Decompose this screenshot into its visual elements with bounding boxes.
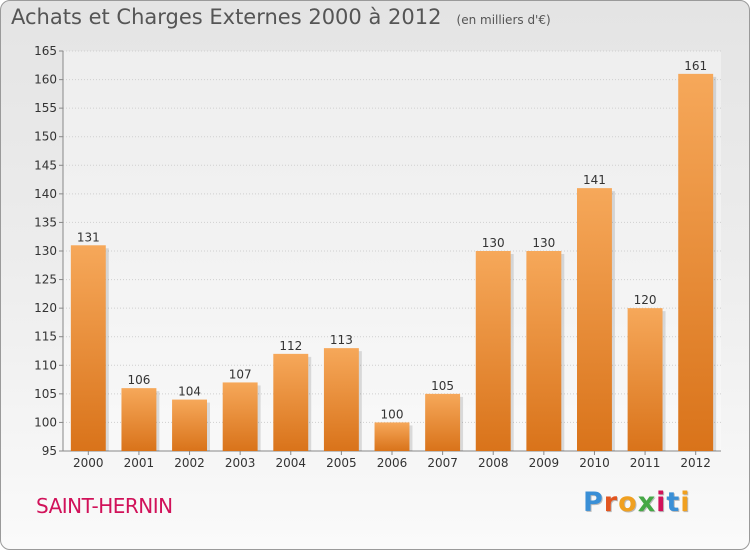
bar-group: [678, 73, 717, 451]
y-tick-label: 95: [42, 444, 57, 458]
y-tick-label: 165: [34, 44, 57, 58]
bar: [627, 308, 663, 451]
data-label: 141: [583, 173, 606, 187]
y-tick-label: 160: [34, 73, 57, 87]
data-label: 106: [127, 373, 150, 387]
x-tick-label: 2000: [73, 456, 104, 470]
bar: [576, 188, 612, 451]
bar-group: [222, 382, 261, 451]
data-label: 112: [279, 339, 302, 353]
bar-group: [172, 399, 211, 451]
y-tick-label: 150: [34, 130, 57, 144]
data-label: 113: [330, 333, 353, 347]
bar-group: [576, 188, 615, 451]
data-label: 100: [381, 407, 404, 421]
data-label: 131: [77, 230, 100, 244]
logo-letter: i: [656, 487, 667, 518]
bar-group: [273, 353, 312, 451]
bar: [475, 251, 511, 451]
unit-note: (en milliers d'€): [456, 13, 551, 27]
data-label: 105: [431, 379, 454, 393]
y-tick-label: 105: [34, 387, 57, 401]
bar: [222, 382, 258, 451]
bar: [678, 73, 714, 451]
y-tick-label: 115: [34, 330, 57, 344]
bar-group: [121, 388, 160, 451]
commune-name: SAINT-HERNIN: [36, 494, 173, 518]
bar-group: [627, 308, 666, 451]
bar: [526, 251, 562, 451]
y-tick-label: 155: [34, 101, 57, 115]
y-tick-label: 120: [34, 301, 57, 315]
x-tick-label: 2001: [124, 456, 155, 470]
data-label: 120: [634, 293, 657, 307]
chart-title: Achats et Charges Externes 2000 à 2012: [11, 5, 442, 29]
bar-group: [425, 393, 464, 451]
data-label: 130: [482, 236, 505, 250]
bar-group: [374, 422, 413, 451]
y-tick-label: 100: [34, 415, 57, 429]
bar: [121, 388, 157, 451]
data-label: 161: [684, 59, 707, 73]
y-tick-label: 125: [34, 273, 57, 287]
y-tick-label: 130: [34, 244, 57, 258]
bar-group: [526, 251, 565, 451]
bar: [172, 399, 208, 451]
data-label: 130: [532, 236, 555, 250]
y-tick-label: 110: [34, 358, 57, 372]
bar-group: [70, 245, 109, 451]
bar: [70, 245, 106, 451]
x-tick-label: 2004: [275, 456, 306, 470]
x-tick-label: 2005: [326, 456, 357, 470]
x-tick-label: 2011: [630, 456, 661, 470]
x-tick-label: 2009: [529, 456, 560, 470]
x-tick-label: 2008: [478, 456, 509, 470]
y-tick-label: 145: [34, 158, 57, 172]
x-tick-label: 2007: [427, 456, 458, 470]
data-label: 107: [229, 367, 252, 381]
x-tick-label: 2006: [377, 456, 408, 470]
x-tick-label: 2010: [579, 456, 610, 470]
bar: [273, 353, 309, 451]
bar-group: [323, 348, 362, 451]
y-tick-label: 135: [34, 215, 57, 229]
logo-letter: t: [666, 487, 681, 518]
logo-letter: i: [680, 487, 691, 518]
x-tick-label: 2003: [225, 456, 256, 470]
y-tick-label: 140: [34, 187, 57, 201]
logo-letter: P: [583, 487, 604, 518]
logo-letter: o: [618, 487, 638, 518]
proxiti-logo[interactable]: Proxiti: [583, 487, 691, 518]
bar: [323, 348, 359, 451]
data-label: 104: [178, 385, 201, 399]
bar: [425, 393, 461, 451]
x-tick-label: 2002: [174, 456, 205, 470]
plot-area: [63, 51, 721, 451]
logo-letter: r: [603, 487, 619, 518]
title-row: Achats et Charges Externes 2000 à 2012 (…: [11, 5, 551, 29]
bar-group: [475, 251, 514, 451]
x-tick-label: 2012: [680, 456, 711, 470]
bar: [374, 422, 410, 451]
logo-letter: x: [637, 487, 657, 518]
